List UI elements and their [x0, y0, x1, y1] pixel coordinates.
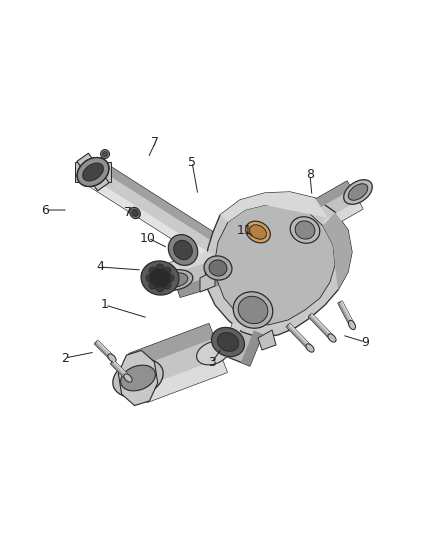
Ellipse shape: [83, 163, 103, 181]
Polygon shape: [94, 340, 114, 360]
Polygon shape: [141, 358, 227, 402]
Polygon shape: [94, 343, 111, 360]
Text: 2: 2: [61, 351, 69, 365]
Ellipse shape: [130, 207, 140, 219]
Ellipse shape: [349, 320, 356, 329]
Ellipse shape: [250, 225, 266, 239]
Ellipse shape: [166, 274, 174, 282]
Ellipse shape: [204, 256, 232, 280]
Polygon shape: [312, 181, 363, 229]
Ellipse shape: [108, 354, 116, 362]
Polygon shape: [220, 322, 263, 366]
Ellipse shape: [306, 344, 314, 352]
Text: 8: 8: [306, 168, 314, 182]
Ellipse shape: [157, 270, 193, 290]
FancyBboxPatch shape: [77, 154, 109, 191]
Ellipse shape: [77, 158, 109, 187]
Polygon shape: [75, 162, 111, 182]
Polygon shape: [177, 275, 220, 297]
Ellipse shape: [156, 284, 164, 292]
Polygon shape: [85, 160, 236, 270]
Polygon shape: [341, 301, 354, 325]
Text: 1: 1: [101, 298, 109, 311]
Ellipse shape: [209, 260, 227, 276]
Ellipse shape: [149, 267, 157, 275]
Polygon shape: [286, 326, 309, 350]
Polygon shape: [286, 324, 312, 350]
Ellipse shape: [168, 235, 198, 265]
Polygon shape: [338, 302, 351, 326]
Ellipse shape: [246, 221, 270, 243]
Ellipse shape: [295, 221, 315, 239]
Text: 6: 6: [41, 204, 49, 216]
Polygon shape: [85, 177, 225, 270]
Polygon shape: [308, 316, 331, 340]
Ellipse shape: [212, 327, 244, 357]
Ellipse shape: [238, 296, 268, 324]
Ellipse shape: [328, 334, 336, 342]
Text: 5: 5: [188, 156, 196, 168]
Polygon shape: [170, 251, 213, 273]
Polygon shape: [110, 360, 130, 380]
Ellipse shape: [197, 341, 230, 365]
Polygon shape: [97, 340, 114, 357]
Polygon shape: [113, 360, 130, 377]
Polygon shape: [110, 363, 127, 380]
Polygon shape: [170, 251, 220, 297]
Polygon shape: [258, 330, 276, 350]
Ellipse shape: [233, 292, 273, 328]
Ellipse shape: [83, 164, 103, 181]
Polygon shape: [96, 160, 236, 253]
Ellipse shape: [102, 151, 107, 157]
Polygon shape: [308, 313, 334, 340]
Ellipse shape: [132, 209, 138, 216]
Ellipse shape: [162, 273, 188, 287]
Ellipse shape: [149, 281, 157, 289]
Polygon shape: [323, 200, 363, 229]
Text: 7: 7: [151, 136, 159, 149]
Ellipse shape: [141, 261, 179, 295]
Ellipse shape: [163, 281, 171, 289]
Ellipse shape: [100, 149, 110, 158]
Text: 11: 11: [237, 223, 253, 237]
Text: 10: 10: [140, 231, 156, 245]
Polygon shape: [205, 192, 352, 337]
Ellipse shape: [173, 240, 192, 260]
Ellipse shape: [77, 158, 109, 187]
Polygon shape: [129, 324, 227, 402]
Polygon shape: [241, 330, 263, 366]
Ellipse shape: [146, 274, 154, 282]
Ellipse shape: [83, 164, 103, 181]
Ellipse shape: [290, 217, 320, 243]
Polygon shape: [220, 192, 328, 222]
Polygon shape: [289, 324, 312, 348]
Ellipse shape: [344, 180, 372, 204]
Polygon shape: [118, 350, 158, 406]
Polygon shape: [129, 324, 214, 368]
Ellipse shape: [120, 365, 155, 391]
Ellipse shape: [348, 184, 368, 200]
Text: 3: 3: [208, 356, 216, 368]
Polygon shape: [220, 322, 242, 358]
Ellipse shape: [220, 252, 236, 264]
Polygon shape: [215, 205, 335, 325]
Polygon shape: [311, 313, 334, 337]
Text: 4: 4: [96, 261, 104, 273]
Polygon shape: [323, 212, 352, 290]
Ellipse shape: [77, 158, 109, 187]
Polygon shape: [338, 301, 354, 326]
Ellipse shape: [163, 267, 171, 275]
Ellipse shape: [113, 359, 163, 397]
Ellipse shape: [217, 333, 239, 351]
Text: 9: 9: [361, 335, 369, 349]
Ellipse shape: [156, 264, 164, 272]
Ellipse shape: [124, 374, 132, 382]
Text: 7: 7: [124, 206, 132, 219]
Ellipse shape: [215, 248, 240, 268]
Polygon shape: [312, 181, 352, 209]
Polygon shape: [200, 270, 215, 292]
Ellipse shape: [150, 269, 170, 287]
